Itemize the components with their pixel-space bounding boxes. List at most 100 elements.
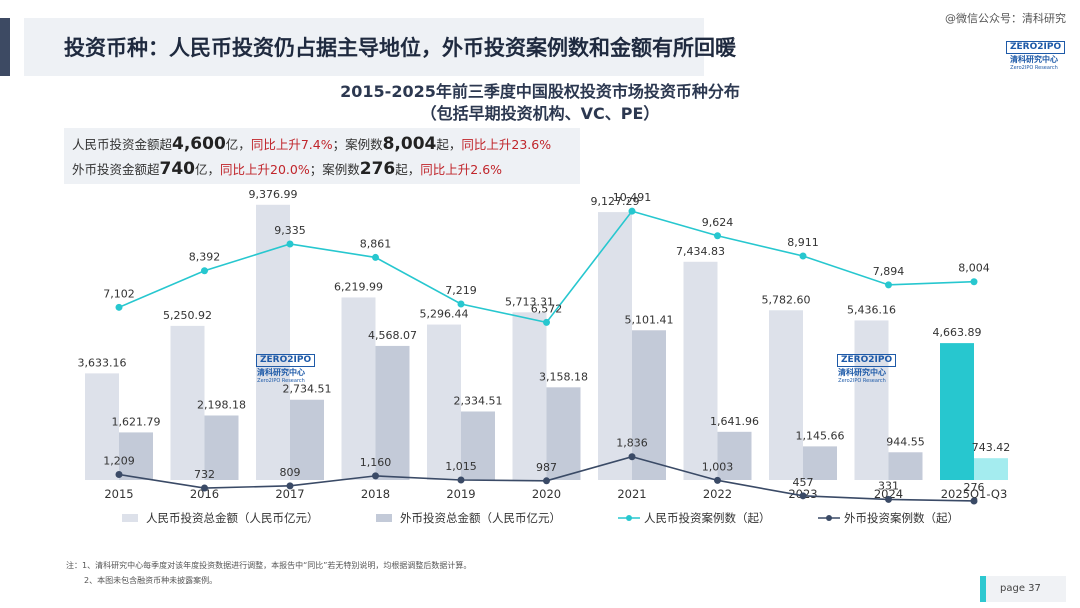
point-foreign-cases [970,497,978,505]
page-title: 投资币种：人民币投资仍占据主导地位，外币投资案例数和金额有所回暖 [64,36,736,60]
point-rmb-cases [115,303,123,311]
summary-text: 亿， [225,137,251,152]
summary-text: 起， [436,137,462,152]
bar-rmb-label: 6,219.99 [334,280,383,293]
legend-swatch [122,514,138,522]
point-rmb-cases [372,253,379,261]
page-number: page 37 [1000,583,1041,594]
bar-foreign-label: 743.42 [972,441,1011,454]
bar-foreign-amount [546,387,581,480]
bar-rmb-amount [769,310,803,480]
point-foreign-cases [628,453,636,461]
wechat-account-label: @微信公众号：清科研究 [945,12,1066,25]
label-foreign-cases: 331 [878,479,899,492]
legend-label: 外币投资总金额（人民币亿元） [400,511,561,525]
label-rmb-cases: 9,624 [702,216,734,229]
label-rmb-cases: 8,392 [189,251,221,264]
x-tick-label: 2016 [190,487,219,501]
page-number-tab: page 37 [980,576,1066,602]
summary-box: 人民币投资金额超4,600亿，同比上升7.4%；案例数8,004起，同比上升23… [64,128,580,184]
legend-label: 人民币投资案例数（起） [644,511,771,525]
bar-foreign-label: 1,621.79 [112,415,161,428]
point-foreign-cases [201,484,208,492]
bar-rmb-amount [854,320,889,480]
label-foreign-cases: 732 [194,468,215,481]
label-rmb-cases: 9,335 [274,224,306,237]
bar-foreign-amount [119,432,153,480]
bar-foreign-amount [974,458,1008,480]
bar-rmb-label: 9,127.29 [591,195,640,208]
label-foreign-cases: 809 [280,466,301,479]
point-rmb-cases [457,300,465,308]
point-foreign-cases [799,492,807,500]
label-rmb-cases: 10,491 [613,191,652,204]
watermark-en-text: Zero2IPO Research [257,378,305,384]
label-rmb-cases: 8,861 [360,237,392,250]
summary-foreign-line: 外币投资金额超740亿，同比上升20.0%；案例数276起，同比上升2.6% [72,159,502,179]
point-foreign-cases [714,476,721,484]
legend-label: 人民币投资总金额（人民币亿元） [146,511,319,525]
summary-number: 276 [359,159,396,179]
summary-number: 740 [159,159,196,179]
bar-rmb-amount [170,325,205,480]
bar-foreign-label: 2,198.18 [197,398,246,411]
summary-growth: 同比上升7.4% [250,137,333,152]
summary-number: 4,600 [172,134,226,154]
label-foreign-cases: 1,209 [103,455,135,468]
label-foreign-cases: 987 [536,461,557,474]
summary-text: 起， [395,162,421,177]
watermark-cn-text: 清科研究中心 [257,368,305,377]
bar-rmb-amount [512,312,547,480]
label-rmb-cases: 6,572 [531,302,563,315]
x-tick-label: 2024 [874,487,903,501]
x-tick-label: 2021 [617,487,646,501]
label-foreign-cases: 1,836 [616,437,648,450]
label-foreign-cases: 1,003 [702,460,734,473]
watermark-en-text: Zero2IPO Research [838,378,886,384]
summary-text: ；案例数 [309,162,360,177]
watermark-box-text: ZERO2IPO [256,354,316,367]
bar-foreign-amount [204,415,239,480]
logo-cn-text: 清科研究中心 [1010,55,1058,64]
summary-growth: 同比上升20.0% [220,162,310,177]
bar-rmb-amount [85,373,119,480]
bar-rmb-amount [683,261,718,480]
point-rmb-cases [970,278,978,286]
bar-rmb-amount [256,204,290,480]
summary-text: ；案例数 [332,137,383,152]
watermark-box-text: ZERO2IPO [837,354,897,367]
note-2: 2、本图未包含融资币种未披露案例。 [84,576,218,585]
logo-box-text: ZERO2IPO [1006,41,1066,54]
note-1: 注：1、清科研究中心每季度对该年度投资数据进行调整，本报告中“同比”若无特别说明… [66,561,472,570]
legend-label: 外币投资案例数（起） [844,511,959,525]
point-foreign-cases [457,476,465,484]
label-foreign-cases: 276 [964,481,985,494]
bar-foreign-amount [632,330,666,480]
summary-rmb-line: 人民币投资金额超4,600亿，同比上升7.4%；案例数8,004起，同比上升23… [72,134,551,154]
legend-swatch [376,514,392,522]
x-tick-label: 2022 [703,487,732,501]
legend-swatch [626,515,632,521]
logo-en-text: Zero2IPO Research [1010,65,1058,71]
point-rmb-cases [628,207,636,215]
bar-foreign-amount [375,345,410,480]
label-rmb-cases: 8,004 [958,262,990,275]
watermark-cn-text: 清科研究中心 [838,368,886,377]
summary-text: 人民币投资金额超 [72,137,173,152]
x-tick-label: 2015 [104,487,133,501]
point-rmb-cases [714,232,721,240]
bar-rmb-label: 5,436.16 [847,303,896,316]
bar-rmb-amount [598,212,632,480]
bar-rmb-label: 5,296.44 [420,308,469,321]
bar-rmb-label: 3,633.16 [78,356,127,369]
label-rmb-cases: 7,219 [445,284,477,297]
point-foreign-cases [885,495,892,503]
point-rmb-cases [286,240,294,248]
label-rmb-cases: 7,102 [103,287,135,300]
bar-foreign-label: 5,101.41 [625,313,674,326]
point-foreign-cases [115,471,123,479]
x-tick-label: 2019 [446,487,475,501]
point-foreign-cases [286,482,294,490]
point-rmb-cases [885,281,892,289]
bar-foreign-label: 3,158.18 [539,370,588,383]
